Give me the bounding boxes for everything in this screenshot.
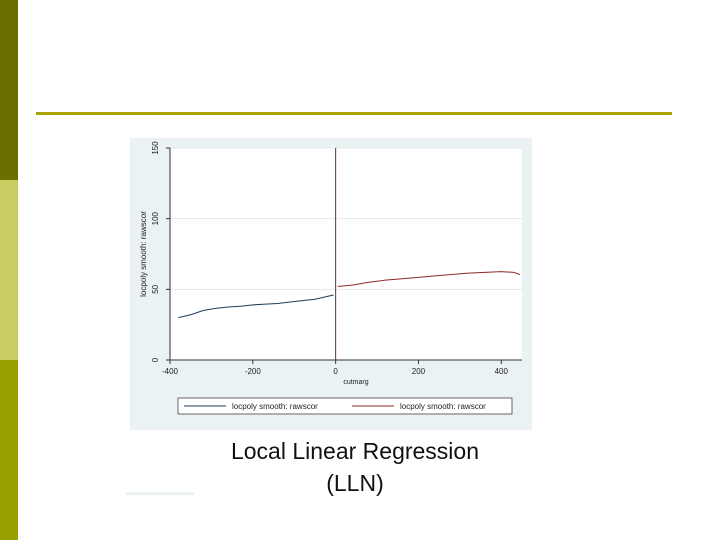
legend-box xyxy=(177,397,513,415)
caption-subtitle: (LLN) xyxy=(326,470,384,496)
sidebar-segment-mid xyxy=(0,360,18,540)
chart-panel: 0 50 100 150 -400 -200 0 200 400 cutmarg locpoly s… xyxy=(130,138,532,430)
sidebar-segment-dark xyxy=(0,0,18,180)
y-tick-label: 100 xyxy=(151,211,160,225)
series-line-2 xyxy=(337,271,521,288)
x-tick-label: 200 xyxy=(412,367,426,376)
y-tick-label: 0 xyxy=(151,357,160,362)
y-axis-label: locpoly smooth: rawscor xyxy=(139,211,148,297)
x-tick-label: -200 xyxy=(245,367,262,376)
legend-label-1: locpoly smooth: rawscor xyxy=(232,402,318,411)
x-tick-label: 0 xyxy=(333,367,338,376)
slide-sidebar xyxy=(0,0,18,540)
legend-label-2: locpoly smooth: rawscor xyxy=(400,402,486,411)
y-tick-label: 50 xyxy=(151,284,160,293)
y-tick-label: 150 xyxy=(151,141,160,155)
decorative-bar xyxy=(126,492,194,495)
plot-area xyxy=(170,148,522,360)
x-axis-label: cutmarg xyxy=(343,379,368,386)
chart-svg: 0 50 100 150 -400 -200 0 200 400 cutmarg locpoly s… xyxy=(139,141,522,415)
x-tick-label: 400 xyxy=(495,367,509,376)
series-line-1 xyxy=(178,294,334,319)
title-divider xyxy=(36,112,672,115)
sidebar-segment-light xyxy=(0,180,18,360)
x-tick-label: -400 xyxy=(162,367,179,376)
caption-title: Local Linear Regression xyxy=(230,438,480,464)
